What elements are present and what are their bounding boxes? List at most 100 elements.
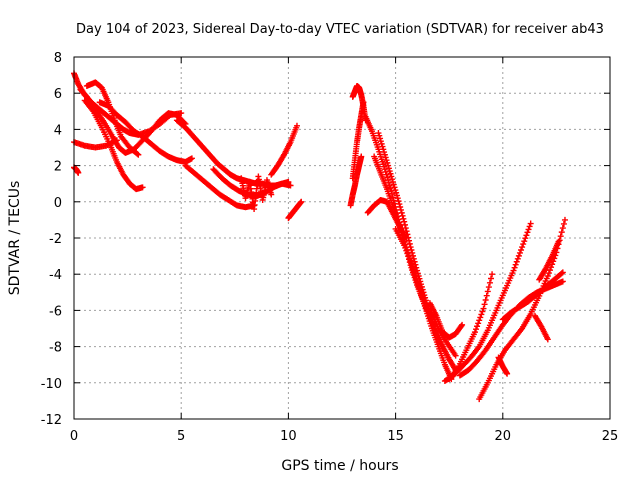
data-point	[514, 255, 521, 262]
data-point	[471, 329, 478, 336]
data-point	[397, 206, 404, 213]
x-axis-ticks: 0 5 10 15 20 25	[70, 57, 618, 444]
data-point	[387, 185, 394, 192]
series-track-6	[71, 164, 82, 176]
data-point	[481, 301, 488, 308]
data-point	[475, 320, 482, 327]
grid-lines	[74, 57, 610, 419]
data-point	[376, 132, 383, 139]
data-point	[526, 223, 533, 230]
data-point	[394, 195, 401, 202]
data-point	[416, 281, 423, 288]
data-point	[403, 247, 410, 254]
data-point	[395, 198, 402, 205]
y-tick-label: 0	[54, 196, 62, 211]
data-point	[387, 170, 394, 177]
data-point	[403, 235, 410, 241]
data-point	[516, 249, 523, 256]
data-point	[401, 218, 408, 225]
series-track-27	[499, 269, 566, 323]
data-point	[458, 323, 465, 330]
data-point	[527, 220, 534, 227]
data-point	[407, 258, 414, 265]
series-track-24	[446, 271, 496, 383]
data-point	[382, 168, 389, 175]
data-point	[386, 168, 393, 175]
data-point	[560, 220, 567, 227]
data-point	[484, 288, 491, 295]
data-point	[379, 143, 386, 150]
series-track-8	[173, 117, 292, 189]
x-tick-label: 10	[280, 429, 297, 444]
series-track-20	[364, 196, 410, 241]
data-point	[390, 181, 397, 188]
data-point	[384, 174, 391, 181]
data-point	[402, 244, 409, 251]
data-point	[393, 189, 400, 196]
x-tick-label: 20	[495, 429, 512, 444]
data-point	[521, 238, 528, 245]
data-point	[512, 261, 519, 268]
data-point	[510, 267, 517, 274]
data-point	[382, 154, 389, 161]
x-tick-label: 15	[387, 429, 404, 444]
data-point	[404, 250, 411, 257]
data-marks	[71, 70, 568, 403]
data-point	[477, 314, 484, 321]
data-point	[391, 184, 398, 191]
series-track-11	[268, 122, 300, 178]
data-point	[558, 270, 565, 277]
data-point	[401, 242, 408, 249]
data-point	[384, 159, 391, 166]
series-track-3	[81, 97, 146, 193]
data-point	[489, 271, 496, 278]
data-point	[522, 235, 529, 242]
data-point	[482, 296, 489, 303]
data-point	[178, 110, 185, 117]
data-point	[544, 336, 551, 343]
data-point	[406, 240, 413, 247]
data-point	[488, 275, 495, 282]
data-point	[383, 171, 390, 178]
data-point	[544, 273, 551, 280]
data-point	[398, 209, 405, 216]
series-track-29	[531, 312, 551, 343]
data-point	[459, 321, 466, 328]
data-point	[519, 244, 526, 251]
data-point	[389, 178, 396, 185]
data-point	[473, 326, 479, 333]
data-point	[381, 166, 388, 173]
data-point	[378, 140, 385, 147]
data-point	[555, 238, 562, 245]
data-point	[383, 157, 390, 164]
data-point	[389, 176, 396, 183]
data-point	[561, 216, 568, 223]
y-tick-label: 2	[54, 160, 62, 175]
data-point	[298, 198, 305, 205]
y-tick-label: -12	[41, 413, 62, 428]
data-point	[479, 308, 486, 315]
data-point	[377, 138, 384, 145]
series-track-23	[441, 220, 534, 384]
data-point	[559, 269, 566, 276]
data-point	[381, 151, 388, 158]
data-point	[139, 184, 146, 191]
data-point	[410, 266, 417, 273]
data-point	[546, 267, 553, 274]
data-point	[408, 261, 415, 268]
x-axis-label: GPS time / hours	[281, 458, 398, 474]
data-point	[113, 137, 120, 144]
series-track-30	[536, 238, 562, 283]
data-point	[287, 182, 294, 189]
x-tick-label: 5	[177, 429, 185, 444]
data-point	[377, 135, 384, 142]
data-point	[559, 278, 566, 285]
data-point	[397, 204, 404, 211]
x-tick-label: 0	[70, 429, 78, 444]
series-track-10	[182, 162, 258, 211]
series-track-22	[426, 300, 466, 341]
series-track-12	[238, 173, 275, 213]
y-tick-label: 6	[54, 87, 62, 102]
data-point	[474, 323, 481, 330]
